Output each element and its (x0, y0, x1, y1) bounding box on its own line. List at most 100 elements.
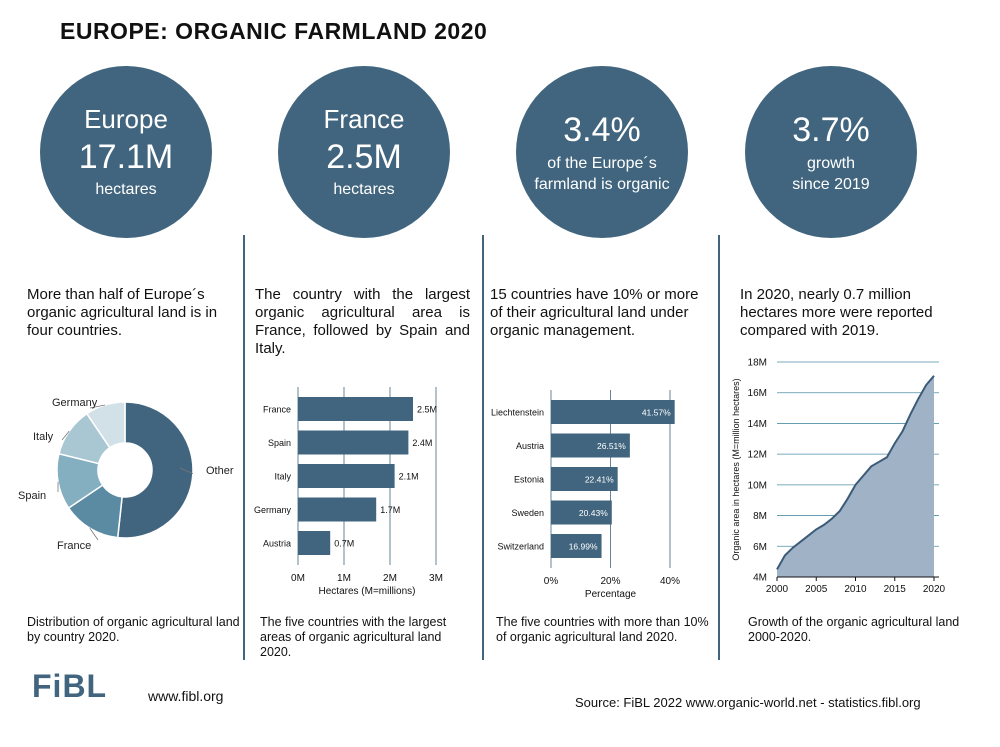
chart-caption: The five countries with the largest area… (260, 615, 447, 659)
pie-label: Germany (52, 397, 98, 409)
area-line (776, 375, 935, 570)
category-label: Austria (516, 441, 544, 451)
y-axis-title: Organic area in hectares (M=million hect… (731, 378, 741, 560)
value-label: 1.7M (380, 505, 400, 515)
value-label: 0.7M (334, 539, 354, 549)
pie-label: Other (206, 465, 234, 477)
x-tick-label: 0% (544, 576, 559, 587)
category-label: Italy (274, 472, 291, 482)
source-note: Source: FiBL 2022 www.organic-world.net … (575, 695, 921, 710)
bar-chart-percentage: 0% 20% 40% Liechtenstein 41.57% Austria 26.51%… (491, 390, 680, 600)
stat-text-line: since 2019 (792, 176, 870, 194)
stat-unit: hectares (95, 180, 157, 198)
bar-austria (298, 531, 331, 555)
category-label: France (263, 405, 291, 415)
bar-austria (551, 433, 630, 458)
x-tick-label: 1M (337, 573, 351, 584)
description-text: The country with the largest organic agr… (255, 286, 470, 357)
stat-circle-growth: 3.7% growth since 2019 (745, 66, 917, 238)
area-chart-growth: 4M 6M 8M 10M 12M 14M 16M 18M 2000 2005 2010 2015 202… (731, 358, 946, 596)
x-tick-label: 40% (660, 576, 680, 587)
fibl-logo: FiBL (32, 668, 108, 704)
stat-circle-france: France 2.5M hectares (278, 66, 450, 238)
bar-sweden (551, 500, 612, 525)
y-tick-label: 10M (748, 480, 767, 491)
y-tick-label: 12M (748, 450, 767, 461)
x-tick-label: 2M (383, 573, 397, 584)
y-tick-label: 6M (753, 542, 767, 553)
category-label: Switzerland (497, 542, 544, 552)
pie-leader-line (89, 528, 99, 541)
stat-label: Europe (84, 103, 168, 134)
bar-switzerland (551, 534, 602, 558)
value-label: 2.4M (412, 438, 432, 448)
y-tick-label: 18M (748, 358, 767, 369)
x-axis-title: Hectares (M=millions) (319, 586, 416, 597)
pie-leader-line (61, 430, 70, 441)
value-label: 20.43% (579, 508, 608, 518)
bar-france (298, 397, 413, 421)
x-tick-label: 20% (600, 576, 620, 587)
stat-text-line: farmland is organic (534, 176, 670, 194)
x-tick-label: 2005 (805, 584, 828, 595)
pie-chart: Other France Spain Italy Germany (18, 397, 234, 552)
x-tick-label: 2020 (923, 584, 946, 595)
y-tick-label: 16M (748, 388, 767, 399)
column-divider (482, 235, 484, 660)
stat-value: 17.1M (78, 137, 174, 176)
stat-value: 3.7% (792, 111, 870, 150)
value-label: 41.57% (642, 408, 671, 418)
pie-leader-line (89, 404, 106, 409)
page-title: EUROPE: ORGANIC FARMLAND 2020 (60, 18, 488, 44)
column-divider (718, 235, 720, 660)
stat-circle-share: 3.4% of the Europe´s farmland is organic (516, 66, 688, 238)
bar-liechtenstein (551, 400, 675, 424)
x-tick-label: 2000 (766, 584, 789, 595)
bar-germany (298, 497, 377, 522)
category-label: Spain (268, 438, 291, 448)
value-label: 2.1M (399, 472, 419, 482)
bar-italy (298, 464, 395, 488)
bar-estonia (551, 467, 618, 491)
chart-caption: Distribution of organic agricultural lan… (27, 615, 240, 644)
chart-caption: The five countries with more than 10% of… (496, 615, 709, 644)
stat-label: France (323, 103, 405, 134)
x-tick-label: 2010 (844, 584, 867, 595)
description-text: 15 countries have 10% or more of their a… (490, 286, 699, 339)
y-tick-label: 8M (753, 511, 767, 522)
stat-circle-europe: Europe 17.1M hectares (40, 66, 212, 238)
stat-value: 3.4% (563, 111, 641, 150)
value-label: 2.5M (417, 405, 437, 415)
chart-caption: Growth of the organic agricultural land … (748, 615, 960, 644)
value-label: 26.51% (597, 441, 626, 451)
pie-slice-other (116, 401, 194, 539)
website-link[interactable]: www.fibl.org (148, 688, 224, 704)
x-axis-title: Percentage (585, 589, 637, 600)
value-label: 22.41% (585, 475, 614, 485)
stat-text-line: growth (806, 154, 856, 172)
column-divider (243, 235, 245, 660)
area-fill (777, 375, 934, 577)
stat-text-line: of the Europe´s (547, 154, 657, 172)
x-tick-label: 2015 (884, 584, 907, 595)
pie-slice-germany (85, 401, 126, 449)
bar-spain (298, 430, 409, 455)
x-tick-label: 3M (429, 573, 443, 584)
y-tick-label: 4M (753, 573, 767, 584)
pie-leader-line (179, 467, 194, 475)
x-tick-label: 0M (291, 573, 305, 584)
pie-label: Italy (33, 431, 54, 443)
stat-value: 2.5M (326, 137, 402, 176)
category-label: Austria (263, 539, 291, 549)
stat-unit: hectares (333, 180, 395, 198)
category-label: Estonia (514, 475, 544, 485)
bar-chart-hectares: 0M 1M 2M 3M France 2.5M Spain 2.4M Italy 2.1M Germ… (254, 387, 443, 597)
category-label: Sweden (511, 508, 544, 518)
pie-label: Spain (18, 490, 46, 502)
category-label: Liechtenstein (491, 408, 544, 418)
description-text: More than half of Europe´s organic agric… (27, 286, 218, 339)
value-label: 16.99% (569, 542, 598, 552)
description-text: In 2020, nearly 0.7 million hectares mor… (740, 286, 933, 339)
y-tick-label: 14M (748, 419, 767, 430)
pie-label: France (57, 540, 91, 552)
